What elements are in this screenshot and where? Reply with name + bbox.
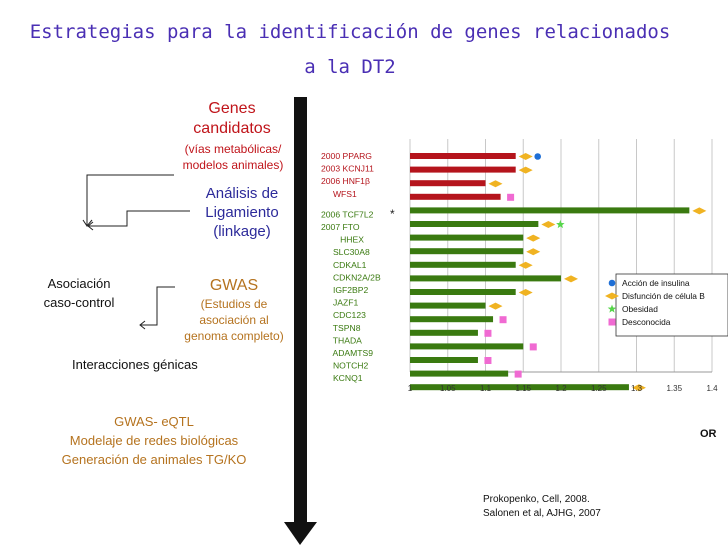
bar-cdkal1 [410, 261, 516, 268]
legend-item-beta: Disfunción de célula B [622, 291, 705, 301]
gene-label: ADAMTS9 [321, 348, 373, 358]
gene-label: 2006 TCF7L2 [321, 209, 374, 219]
chart-bars [410, 153, 690, 391]
connector-candidates [82, 174, 174, 227]
title-line-2: a la DT2 [304, 56, 396, 78]
chart-legend: Acción de insulina Disfunción de célula B… [605, 273, 728, 337]
gene-label: JAZF1 [321, 298, 358, 308]
marker-obesity [607, 304, 617, 313]
marker-obesity [556, 220, 565, 229]
bar-igf2bp2 [410, 289, 516, 295]
x-tick-label: 1.35 [666, 384, 682, 393]
gene-label: CDKN2A/2B [321, 272, 381, 282]
bar-cdkn2a-2b [410, 275, 561, 282]
marker-unknown [484, 329, 492, 337]
chart-x-ticks: 1 1.05 1.1 1.15 1.2 1.25 1.3 1.35 1.4 [408, 384, 718, 393]
x-tick-label: 1.2 [555, 384, 567, 393]
chart-grid [409, 139, 713, 373]
gene-label: NOTCH2 [321, 361, 368, 371]
linkage-analysis: Análisis de Ligamiento (linkage) [205, 185, 279, 240]
connector-linkage [87, 210, 190, 231]
bar-cdc123 [410, 316, 494, 323]
marker-beta-cell [526, 234, 541, 242]
marker-beta-cell [564, 275, 578, 283]
marker-insulin [608, 279, 616, 287]
gene-label: WFS1 [321, 189, 357, 199]
x-tick-label: 1.4 [706, 384, 718, 393]
marker-insulin [534, 153, 541, 160]
marker-unknown [514, 370, 522, 378]
marker-beta-cell [518, 261, 533, 269]
gene-label: 2000 PPARG [321, 151, 372, 161]
bar-fto [410, 221, 539, 227]
bar-kcnq1 [410, 384, 629, 391]
gene-label: 2003 KCNJ11 [321, 164, 374, 174]
bar-pparg [410, 153, 516, 159]
gene-label: 2006 HNF1β [321, 176, 370, 186]
x-tick-label: 1.25 [591, 384, 607, 393]
bar-hnf1- [410, 180, 486, 187]
timeline-arrow-head [284, 522, 317, 545]
bar-tcf7l2 [410, 207, 690, 214]
gene-interactions: Interacciones génicas [72, 357, 198, 372]
marker-unknown [484, 357, 492, 364]
legend-item-obesity: Obesidad [622, 304, 658, 314]
references: Prokopenko, Cell, 2008. Salonen et al, A… [483, 494, 601, 519]
future-approaches: GWAS- eQTL Modelaje de redes biológicas … [61, 414, 247, 467]
x-tick-label: 1.3 [631, 384, 643, 393]
marker-beta-cell [526, 248, 541, 256]
gene-label: SLC30A8 [321, 247, 370, 257]
legend-item-unknown: Desconocida [622, 317, 671, 327]
marker-beta-cell [518, 289, 533, 296]
bar-slc30a8 [410, 248, 524, 255]
gene-label: KCNQ1 [321, 373, 363, 383]
bar-wfs1 [410, 193, 501, 200]
marker-beta-cell [605, 292, 619, 300]
legend-box [615, 273, 728, 337]
marker-beta-cell [631, 384, 646, 392]
marker-beta-cell [541, 221, 556, 228]
x-tick-label: 1.1 [480, 384, 492, 393]
bar-tspn8 [410, 329, 478, 336]
bar-jazf1 [410, 302, 486, 309]
connector-gwas [139, 286, 175, 330]
gene-label: TSPN8 [321, 323, 361, 333]
gwas-block: GWAS (Estudios de asociación al genoma c… [184, 277, 284, 343]
candidate-genes-subtitle: (vías metabólicas/ modelos animales) [182, 142, 284, 172]
bar-thada [410, 343, 524, 350]
x-tick-label: 1.15 [515, 384, 531, 393]
marker-unknown [507, 193, 515, 201]
gene-label: CDKAL1 [321, 260, 367, 270]
x-axis-label: OR [700, 428, 717, 440]
gene-label: IGF2BP2 [321, 285, 369, 295]
marker-beta-cell [488, 180, 503, 188]
marker-beta-cell [518, 166, 533, 174]
tcf7l2-asterisk: * [390, 207, 395, 221]
bar-hhex [410, 234, 524, 241]
marker-unknown [499, 316, 507, 324]
marker-beta-cell [518, 153, 533, 160]
gene-label: 2007 FTO [321, 222, 360, 232]
marker-unknown [529, 343, 537, 351]
chart-markers [484, 153, 707, 392]
x-tick-label: 1 [408, 384, 413, 393]
gene-label: HHEX [321, 235, 364, 245]
chart-gene-labels: 2000 PPARG 2003 KCNJ11 2006 HNF1β WFS1 2006… [321, 151, 381, 383]
marker-beta-cell [488, 302, 503, 310]
legend-item-insulin: Acción de insulina [622, 278, 690, 288]
x-tick-label: 1.05 [440, 384, 456, 393]
timeline-arrow-shaft [294, 97, 307, 522]
bar-kcnj11 [410, 166, 516, 173]
bar-adamts9 [410, 357, 478, 363]
case-control-association: Asociación caso-control [43, 276, 115, 310]
marker-unknown [608, 318, 616, 326]
title-line-1: Estrategias para la identificación de ge… [29, 21, 671, 43]
gene-label: THADA [321, 335, 362, 345]
gene-label: CDC123 [321, 310, 366, 320]
candidate-genes-title: Genes candidatos [193, 100, 271, 137]
or-chart: 2000 PPARG 2003 KCNJ11 2006 HNF1β WFS1 2006… [321, 139, 728, 440]
marker-beta-cell [692, 207, 707, 215]
bar-notch2 [410, 370, 509, 377]
